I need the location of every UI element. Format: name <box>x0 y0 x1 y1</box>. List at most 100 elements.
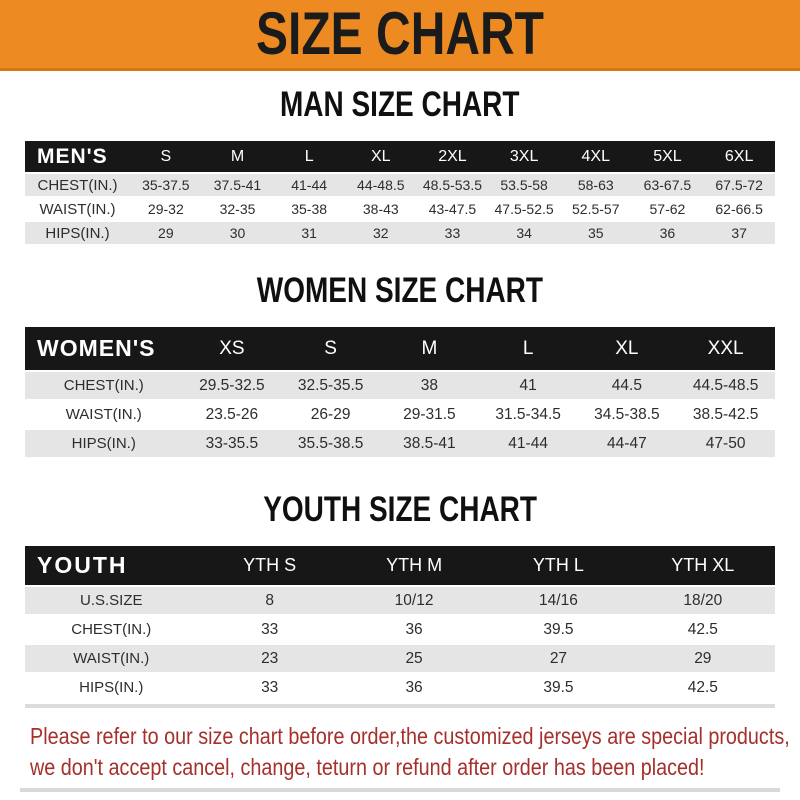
size-value: 29 <box>630 645 775 672</box>
size-column-header: L <box>273 141 345 172</box>
table-header-row: YOUTH YTH S YTH M YTH L YTH XL <box>25 546 775 585</box>
size-column-header: S <box>281 327 380 370</box>
table-header-row: WOMEN'S XS S M L XL XXL <box>25 327 775 370</box>
size-value: 57-62 <box>631 198 704 220</box>
row-label: CHEST(IN.) <box>25 174 130 196</box>
size-chart-banner: SIZE CHART <box>0 0 800 71</box>
size-column-header: 3XL <box>488 141 560 172</box>
size-column-header: S <box>130 141 202 172</box>
size-value: 25 <box>341 645 487 672</box>
size-value: 29 <box>130 222 202 244</box>
size-column-header: YTH M <box>341 546 487 585</box>
size-value: 31 <box>273 222 345 244</box>
row-label: CHEST(IN.) <box>25 372 183 399</box>
size-value: 26-29 <box>281 401 380 428</box>
size-value: 44-47 <box>577 430 677 457</box>
size-value: 36 <box>341 616 487 643</box>
disclaimer-line-2: we don't accept cancel, change, teturn o… <box>30 754 705 780</box>
size-column-header: M <box>380 327 479 370</box>
size-column-header: 2XL <box>416 141 489 172</box>
size-value: 44-48.5 <box>344 174 417 196</box>
youth-section-heading: YOUTH SIZE CHART <box>0 490 800 534</box>
size-value: 35-37.5 <box>130 174 202 196</box>
page-bottom-divider <box>20 788 780 792</box>
size-column-header: 6XL <box>703 141 775 172</box>
size-value: 35-38 <box>273 198 345 220</box>
size-value: 18/20 <box>630 587 775 614</box>
size-value: 42.5 <box>630 674 775 701</box>
women-section-heading: WOMEN SIZE CHART <box>0 271 800 315</box>
size-value: 8 <box>197 587 342 614</box>
row-label: HIPS(IN.) <box>25 430 183 457</box>
size-value: 41 <box>478 372 578 399</box>
size-value: 48.5-53.5 <box>416 174 489 196</box>
size-column-header: XS <box>182 327 282 370</box>
size-column-header: 4XL <box>559 141 632 172</box>
size-value: 29-32 <box>130 198 202 220</box>
size-column-header: YTH S <box>197 546 342 585</box>
size-value: 34.5-38.5 <box>577 401 677 428</box>
table-header-label: MEN'S <box>25 141 130 172</box>
women-size-table: WOMEN'S XS S M L XL XXL CHEST(IN.) 29.5-32.5 32.5… <box>25 325 775 459</box>
size-value: 41-44 <box>478 430 578 457</box>
size-value: 53.5-58 <box>488 174 560 196</box>
table-header-row: MEN'S S M L XL 2XL 3XL 4XL 5XL 6XL <box>25 141 775 172</box>
table-row: U.S.SIZE 8 10/12 14/16 18/20 <box>25 587 775 614</box>
size-value: 32 <box>344 222 417 244</box>
table-row: CHEST(IN.) 35-37.5 37.5-41 41-44 44-48.5 48.5… <box>25 174 775 196</box>
table-header-label: YOUTH <box>25 546 198 585</box>
size-value: 14/16 <box>486 587 631 614</box>
row-label: HIPS(IN.) <box>25 674 198 701</box>
size-value: 38.5-41 <box>380 430 479 457</box>
disclaimer-line-1: Please refer to our size chart before or… <box>30 723 790 749</box>
row-label: WAIST(IN.) <box>25 198 130 220</box>
table-row: WAIST(IN.) 23 25 27 29 <box>25 645 775 672</box>
size-value: 42.5 <box>630 616 775 643</box>
men-size-table: MEN'S S M L XL 2XL 3XL 4XL 5XL 6XL CHEST(IN.) 35-37… <box>25 139 775 246</box>
size-value: 37.5-41 <box>201 174 274 196</box>
size-value: 36 <box>341 674 487 701</box>
table-row: WAIST(IN.) 23.5-26 26-29 29-31.5 31.5-34.5 34… <box>25 401 775 428</box>
size-value: 30 <box>201 222 274 244</box>
size-value: 41-44 <box>273 174 345 196</box>
youth-size-table: YOUTH YTH S YTH M YTH L YTH XL U.S.SIZE 8 10/12… <box>25 544 775 703</box>
size-value: 38.5-42.5 <box>676 401 775 428</box>
size-column-header: M <box>201 141 274 172</box>
size-value: 31.5-34.5 <box>478 401 578 428</box>
size-column-header: L <box>478 327 578 370</box>
row-label: U.S.SIZE <box>25 587 198 614</box>
size-value: 35.5-38.5 <box>281 430 380 457</box>
banner-title: SIZE CHART <box>256 0 544 67</box>
size-value: 33 <box>197 674 342 701</box>
table-row: HIPS(IN.) 33-35.5 35.5-38.5 38.5-41 41-44 44-… <box>25 430 775 457</box>
size-value: 44.5 <box>577 372 677 399</box>
size-value: 23 <box>197 645 342 672</box>
size-column-header: XL <box>344 141 417 172</box>
size-value: 33 <box>416 222 489 244</box>
size-value: 39.5 <box>486 616 631 643</box>
youth-table-bottom-strip <box>25 704 775 708</box>
size-value: 36 <box>631 222 704 244</box>
size-value: 38-43 <box>344 198 417 220</box>
size-value: 32-35 <box>201 198 274 220</box>
size-value: 33 <box>197 616 342 643</box>
size-value: 37 <box>703 222 775 244</box>
table-row: HIPS(IN.) 33 36 39.5 42.5 <box>25 674 775 701</box>
size-value: 29-31.5 <box>380 401 479 428</box>
size-value: 10/12 <box>341 587 487 614</box>
size-value: 63-67.5 <box>631 174 704 196</box>
table-row: CHEST(IN.) 29.5-32.5 32.5-35.5 38 41 44.5 44.5… <box>25 372 775 399</box>
size-column-header: XXL <box>676 327 775 370</box>
table-row: WAIST(IN.) 29-32 32-35 35-38 38-43 43-47.5 47.… <box>25 198 775 220</box>
size-value: 62-66.5 <box>703 198 775 220</box>
table-row: CHEST(IN.) 33 36 39.5 42.5 <box>25 616 775 643</box>
size-column-header: YTH L <box>486 546 631 585</box>
men-section-heading-text: MAN SIZE CHART <box>280 85 520 124</box>
size-value: 47-50 <box>676 430 775 457</box>
row-label: WAIST(IN.) <box>25 401 183 428</box>
table-header-label: WOMEN'S <box>25 327 183 370</box>
size-value: 67.5-72 <box>703 174 775 196</box>
size-value: 43-47.5 <box>416 198 489 220</box>
size-value: 23.5-26 <box>182 401 282 428</box>
size-value: 29.5-32.5 <box>182 372 282 399</box>
